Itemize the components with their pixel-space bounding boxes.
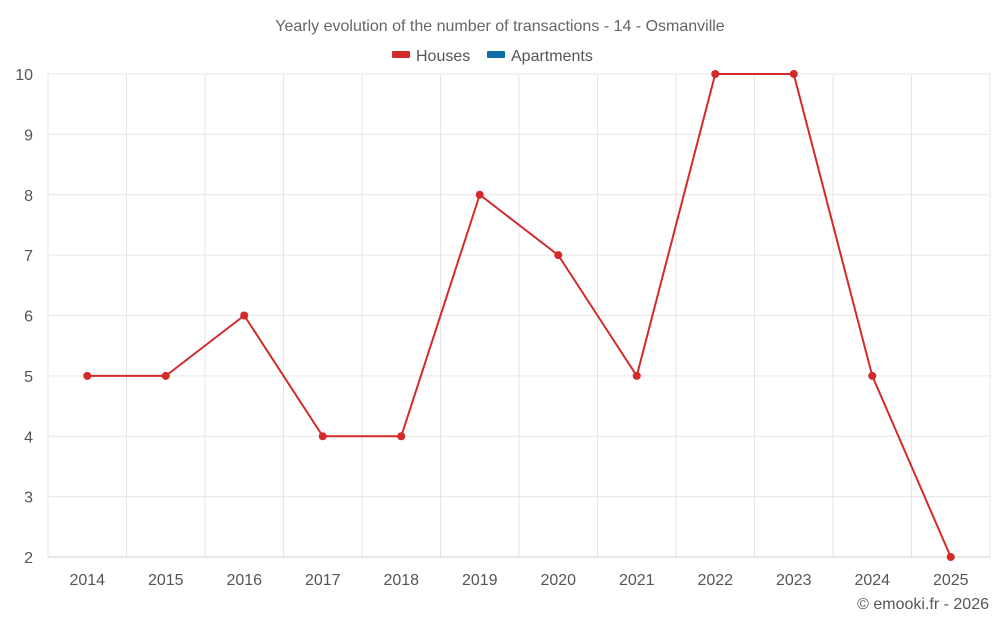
x-tick-label: 2016	[226, 572, 262, 589]
y-tick-label: 9	[24, 127, 33, 144]
data-point-houses[interactable]	[397, 432, 406, 441]
legend-item-houses[interactable]: Houses	[392, 48, 470, 65]
credit-text: © emooki.fr - 2026	[857, 596, 989, 613]
x-tick-label: 2020	[540, 572, 576, 589]
data-point-houses[interactable]	[789, 70, 798, 78]
y-tick-label: 2	[24, 550, 33, 567]
x-tick-label: 2015	[148, 572, 184, 589]
data-point-houses[interactable]	[83, 371, 92, 380]
data-point-houses[interactable]	[240, 311, 249, 320]
legend-swatch-houses	[392, 51, 410, 58]
y-tick-label: 3	[24, 490, 33, 507]
y-tick-label: 6	[24, 309, 33, 326]
x-tick-label: 2025	[933, 572, 969, 589]
legend-item-apartments[interactable]: Apartments	[487, 48, 593, 65]
x-tick-label: 2021	[619, 572, 655, 589]
legend-swatch-apartments	[487, 51, 505, 58]
series-line-houses	[87, 73, 952, 558]
x-tick-label: 2017	[305, 572, 341, 589]
y-tick-label: 7	[24, 248, 33, 265]
x-tick-label: 2014	[69, 572, 105, 589]
y-tick-label: 5	[24, 369, 33, 386]
x-axis-ticks: 2014 2015 2016 2017 2018 2019 2020 2021 2022 2023…	[69, 572, 968, 589]
legend-label-apartments: Apartments	[511, 48, 593, 65]
chart-title: Yearly evolution of the number of transa…	[275, 18, 725, 35]
y-tick-label: 4	[24, 429, 33, 446]
data-point-houses[interactable]	[161, 371, 170, 380]
x-tick-label: 2023	[776, 572, 812, 589]
data-point-houses[interactable]	[554, 251, 563, 260]
data-point-houses[interactable]	[318, 432, 327, 441]
x-tick-label: 2018	[383, 572, 419, 589]
grid	[47, 73, 991, 557]
legend: Houses Apartments	[392, 48, 593, 65]
data-point-houses[interactable]	[475, 190, 484, 199]
data-point-houses[interactable]	[711, 70, 720, 78]
y-tick-label: 10	[15, 67, 33, 84]
data-point-houses[interactable]	[632, 371, 641, 380]
x-tick-label: 2024	[854, 572, 890, 589]
series-houses	[83, 70, 955, 561]
y-tick-label: 8	[24, 188, 33, 205]
data-point-houses[interactable]	[946, 553, 955, 561]
y-axis-ticks: 2 3 4 5 6 7 8 9 10	[15, 67, 33, 567]
legend-label-houses: Houses	[416, 48, 470, 65]
x-tick-label: 2022	[697, 572, 733, 589]
x-tick-label: 2019	[462, 572, 498, 589]
data-point-houses[interactable]	[868, 371, 877, 380]
